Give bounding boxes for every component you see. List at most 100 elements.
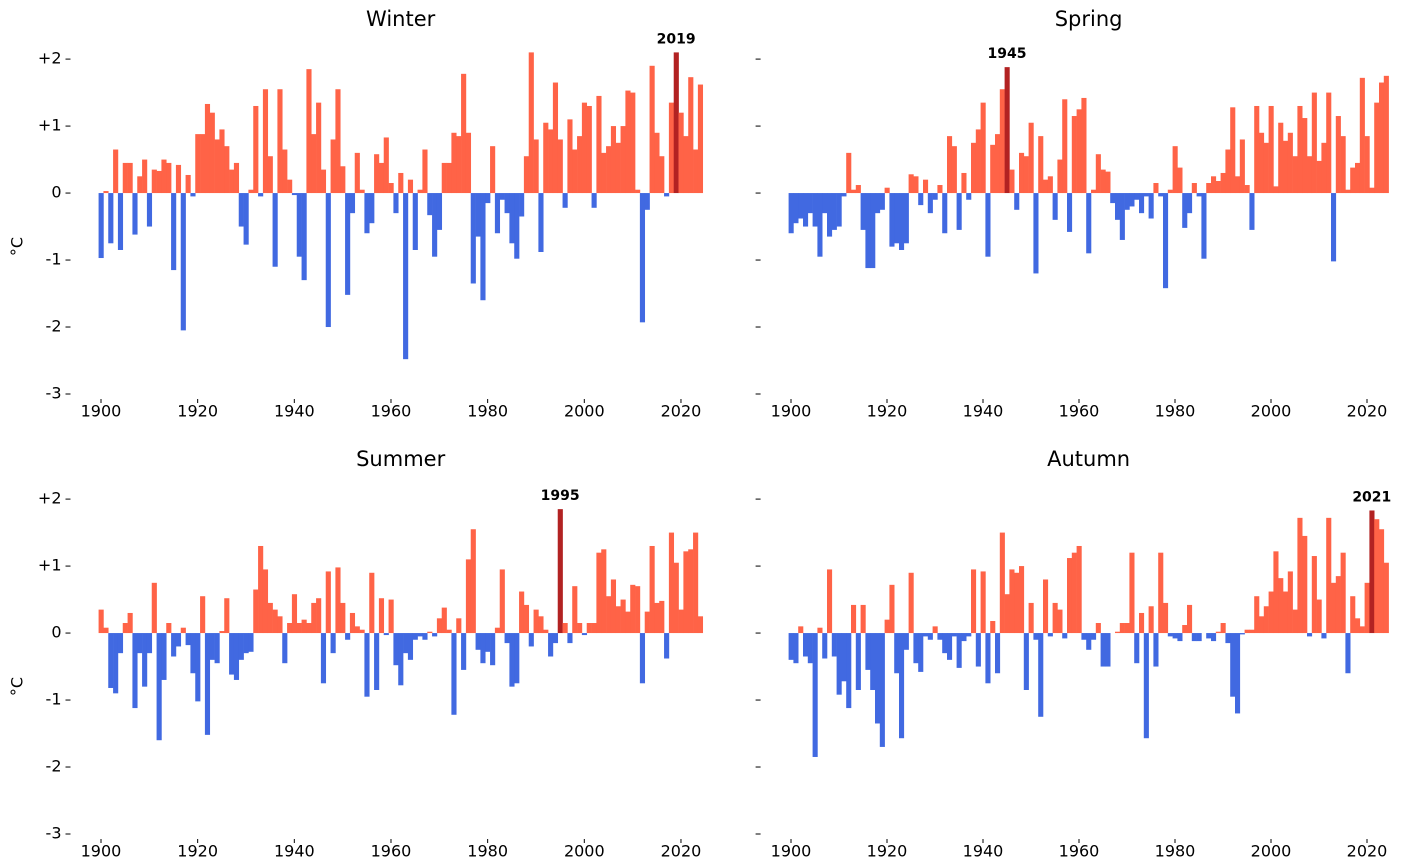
- bar: [195, 633, 201, 702]
- bar: [1023, 633, 1029, 690]
- bar: [851, 189, 857, 194]
- bar: [793, 633, 799, 664]
- bar: [1067, 193, 1073, 232]
- bar: [533, 139, 539, 194]
- bar: [1283, 140, 1289, 194]
- bar: [562, 193, 568, 208]
- bar: [1062, 99, 1068, 194]
- bar: [966, 633, 972, 637]
- bar: [209, 633, 215, 660]
- bar: [812, 633, 818, 757]
- bar: [673, 562, 679, 634]
- bar: [436, 618, 443, 634]
- bar: [1249, 629, 1255, 634]
- x-tick-label: 1960: [371, 402, 412, 421]
- bar: [836, 193, 842, 227]
- bar: [465, 132, 472, 194]
- bar: [1105, 171, 1111, 194]
- bar: [889, 584, 895, 634]
- bar: [1134, 193, 1140, 200]
- bar: [374, 633, 380, 690]
- bar: [253, 105, 259, 194]
- bar: [113, 633, 119, 694]
- bar: [1331, 193, 1337, 262]
- bar: [490, 146, 496, 194]
- bar: [364, 193, 370, 234]
- bar: [282, 149, 288, 194]
- bar: [301, 193, 307, 281]
- bar: [543, 122, 549, 194]
- bar: [606, 146, 612, 194]
- bar: [1052, 602, 1058, 634]
- bar: [519, 193, 525, 217]
- x-tick-label: 1900: [771, 402, 812, 421]
- bar: [1177, 633, 1183, 642]
- bar: [1249, 193, 1255, 230]
- bar: [1009, 169, 1015, 194]
- x-tick-label: 2020: [1347, 402, 1388, 421]
- bar: [1292, 156, 1298, 194]
- bar: [860, 604, 866, 634]
- bar: [913, 633, 919, 664]
- bar: [127, 162, 133, 194]
- bar: [451, 633, 457, 715]
- bar: [398, 172, 404, 194]
- bar: [1316, 599, 1322, 634]
- bar: [693, 149, 699, 194]
- bar: [884, 619, 890, 634]
- bar: [1139, 193, 1145, 214]
- bar: [504, 193, 510, 214]
- bar: [615, 142, 621, 194]
- bar: [1081, 97, 1087, 194]
- bar: [258, 193, 264, 197]
- bar: [1283, 591, 1289, 634]
- bar: [243, 193, 249, 245]
- bar: [1057, 609, 1063, 634]
- bar: [412, 633, 418, 640]
- bar: [639, 193, 646, 323]
- bar: [1187, 604, 1193, 634]
- bar: [470, 529, 476, 634]
- bar: [807, 633, 813, 664]
- bar: [1321, 633, 1327, 639]
- bar: [166, 623, 172, 634]
- x-tick-label: 1900: [81, 402, 122, 421]
- bar: [267, 602, 273, 634]
- bar: [884, 187, 890, 194]
- bar: [822, 193, 828, 214]
- x-tick-label: 1960: [371, 842, 412, 861]
- bar: [132, 193, 138, 235]
- bar: [894, 193, 900, 244]
- bar: [142, 633, 148, 687]
- bar: [1292, 609, 1298, 634]
- bar: [1033, 193, 1039, 274]
- bar: [523, 156, 530, 194]
- bar: [1177, 167, 1183, 194]
- bar: [649, 65, 655, 194]
- bar: [803, 193, 809, 227]
- bar: [606, 596, 612, 634]
- y-tick-label: 0: [51, 623, 61, 642]
- bar: [103, 191, 109, 194]
- bar: [1057, 159, 1063, 194]
- bar: [899, 193, 905, 250]
- bar: [1230, 633, 1236, 697]
- bar: [1297, 517, 1303, 634]
- bar: [552, 633, 559, 644]
- bar: [456, 618, 462, 634]
- bar: [441, 607, 447, 634]
- bar: [918, 193, 924, 206]
- bar: [108, 193, 114, 244]
- bar: [985, 633, 991, 684]
- bar: [908, 174, 914, 194]
- bar: [788, 633, 794, 660]
- bar: [456, 136, 462, 194]
- y-tick-label: -2: [46, 757, 62, 776]
- bar: [485, 633, 491, 652]
- bar: [306, 69, 312, 194]
- bar: [980, 571, 986, 634]
- bar: [1307, 633, 1313, 637]
- bar: [644, 611, 650, 634]
- bar: [398, 633, 404, 686]
- bar: [200, 134, 206, 194]
